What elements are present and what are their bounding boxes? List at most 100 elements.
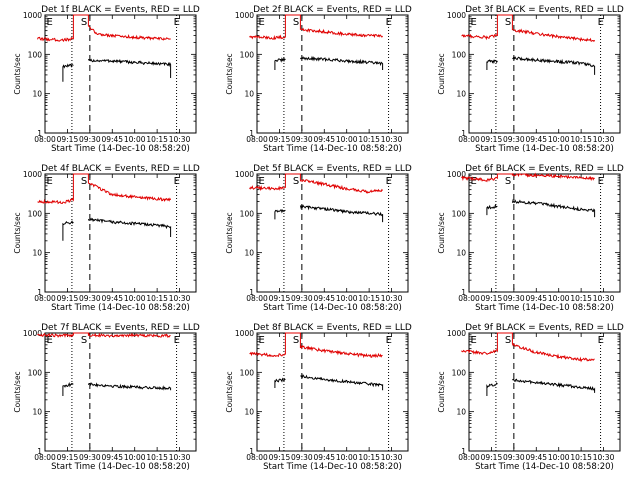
- y-tick-label: 100: [452, 50, 467, 59]
- y-tick-label: 10: [244, 90, 254, 99]
- y-tick-label: 100: [28, 368, 43, 377]
- events-series-line: [486, 198, 596, 218]
- time-marker-label: E: [470, 335, 476, 346]
- events-series-line: [274, 204, 384, 223]
- plot-frame: [44, 332, 197, 452]
- time-marker-label: E: [46, 17, 52, 28]
- panel-det-7: Det 7f BLACK = Events, RED = LLD 1 10 100 10…: [13, 323, 200, 472]
- x-tick-label: 10:30: [593, 135, 615, 144]
- y-tick-label: 10: [456, 249, 466, 258]
- x-tick-label: 09:15: [57, 135, 79, 144]
- x-tick-label: 10:00: [336, 294, 358, 303]
- panel-det-5: Det 5f BLACK = Events, RED = LLD 1 10 100 10…: [225, 164, 412, 313]
- time-marker-label: E: [46, 335, 52, 346]
- lld-series-line: [249, 14, 383, 41]
- time-marker-label: E: [386, 17, 392, 28]
- x-tick-label: 08:00: [34, 453, 56, 462]
- x-tick-label: 10:30: [169, 453, 191, 462]
- y-tick-label: 10: [32, 249, 42, 258]
- y-tick-label: 1: [37, 129, 42, 138]
- time-marker-label: S: [505, 17, 511, 28]
- time-marker-label: E: [174, 17, 180, 28]
- y-tick-label: 10: [244, 408, 254, 417]
- time-marker-label: E: [174, 176, 180, 187]
- events-series-line: [62, 58, 172, 82]
- plot-frame: [468, 332, 621, 452]
- x-tick-label: 09:45: [313, 453, 335, 462]
- time-marker-label: E: [386, 176, 392, 187]
- y-tick-label: 10: [244, 249, 254, 258]
- y-tick-label: 1: [461, 447, 466, 456]
- x-tick-label: 09:45: [525, 453, 547, 462]
- y-tick-label: 1: [249, 288, 254, 297]
- lld-series-line: [461, 14, 596, 43]
- x-tick-label: 10:30: [381, 135, 403, 144]
- x-tick-label: 09:15: [481, 294, 503, 303]
- events-series-line: [62, 217, 172, 241]
- time-marker-label: S: [293, 17, 299, 28]
- lld-series-line: [249, 332, 383, 359]
- y-tick-label: 1000: [23, 11, 42, 20]
- time-marker-label: S: [505, 335, 511, 346]
- panel-det-4: Det 4f BLACK = Events, RED = LLD 1 10 100 10…: [13, 164, 200, 313]
- y-tick-label: 1000: [235, 329, 254, 338]
- y-axis-label: Counts/sec: [225, 212, 234, 253]
- x-tick-label: 10:00: [124, 453, 146, 462]
- events-series-line: [486, 56, 596, 75]
- panel-title: Det 8f BLACK = Events, RED = LLD: [253, 323, 412, 333]
- plot-frame: [468, 14, 621, 134]
- plot-frame: [44, 173, 197, 293]
- time-marker-label: E: [258, 335, 264, 346]
- x-tick-label: 10:00: [124, 294, 146, 303]
- y-axis-label: Counts/sec: [13, 53, 22, 94]
- x-tick-label: 09:30: [291, 294, 313, 303]
- x-tick-label: 10:30: [169, 294, 191, 303]
- x-tick-label: 10:15: [358, 135, 380, 144]
- x-axis-label: Start Time (14-Dec-10 08:58:20): [475, 144, 614, 154]
- events-series-line: [62, 382, 172, 396]
- y-tick-label: 1: [249, 447, 254, 456]
- x-tick-label: 09:15: [57, 453, 79, 462]
- y-tick-label: 1000: [23, 329, 42, 338]
- y-axis-label: Counts/sec: [13, 371, 22, 412]
- y-tick-label: 100: [28, 209, 43, 218]
- y-tick-label: 10: [32, 408, 42, 417]
- y-tick-label: 1: [461, 288, 466, 297]
- time-marker-label: S: [293, 176, 299, 187]
- events-series-line: [274, 55, 384, 70]
- y-tick-label: 100: [240, 209, 255, 218]
- plot-frame: [256, 14, 409, 134]
- x-tick-label: 10:30: [381, 294, 403, 303]
- y-tick-label: 1: [37, 447, 42, 456]
- panel-det-3: Det 3f BLACK = Events, RED = LLD 1 10 100 10…: [437, 5, 624, 154]
- x-tick-label: 10:00: [548, 135, 570, 144]
- x-tick-label: 10:00: [548, 453, 570, 462]
- y-tick-label: 100: [28, 50, 43, 59]
- x-tick-label: 08:00: [458, 135, 480, 144]
- x-tick-label: 10:30: [169, 135, 191, 144]
- x-axis-label: Start Time (14-Dec-10 08:58:20): [263, 462, 402, 472]
- x-tick-label: 10:00: [336, 135, 358, 144]
- panel-det-8: Det 8f BLACK = Events, RED = LLD 1 10 100 10…: [225, 323, 412, 472]
- y-tick-label: 100: [240, 368, 255, 377]
- x-tick-label: 10:15: [146, 453, 168, 462]
- plot-frame: [468, 173, 621, 293]
- x-tick-label: 10:15: [358, 294, 380, 303]
- x-tick-label: 09:30: [503, 294, 525, 303]
- y-tick-label: 1000: [447, 329, 466, 338]
- y-axis-label: Counts/sec: [225, 371, 234, 412]
- x-tick-label: 10:30: [593, 294, 615, 303]
- x-tick-label: 10:30: [593, 453, 615, 462]
- x-tick-label: 10:15: [146, 135, 168, 144]
- x-tick-label: 08:00: [34, 294, 56, 303]
- panel-det-6: Det 6f BLACK = Events, RED = LLD 1 10 100 10…: [437, 164, 624, 313]
- x-tick-label: 09:45: [313, 294, 335, 303]
- y-axis-label: Counts/sec: [225, 53, 234, 94]
- lld-series-line: [249, 173, 383, 194]
- time-marker-label: S: [81, 335, 87, 346]
- y-tick-label: 100: [240, 50, 255, 59]
- x-tick-label: 09:15: [481, 453, 503, 462]
- panel-det-2: Det 2f BLACK = Events, RED = LLD 1 10 100 10…: [225, 5, 412, 154]
- x-tick-label: 08:00: [246, 294, 268, 303]
